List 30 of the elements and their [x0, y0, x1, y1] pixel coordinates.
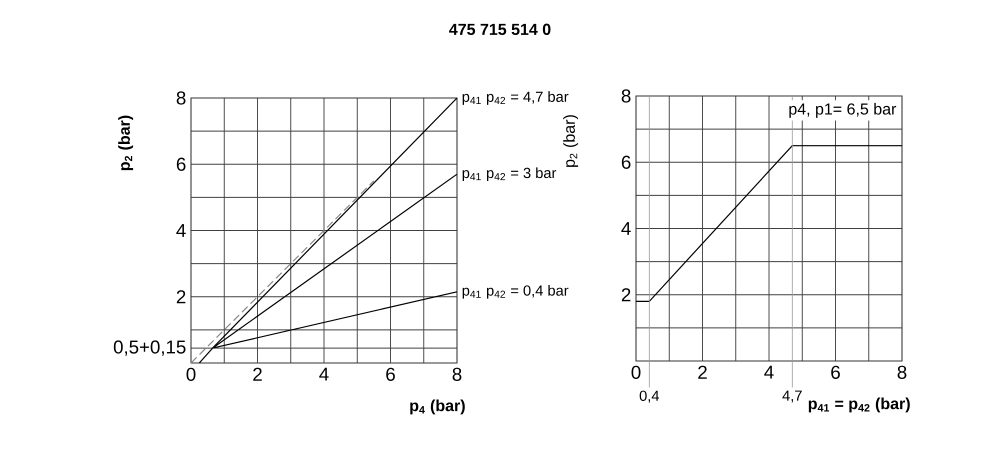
x-axis-title: p$_{4}$ (bar): [410, 400, 465, 414]
x-tick-label: 0: [632, 366, 640, 379]
y-tick-label: 4: [621, 222, 631, 235]
x-tick-label: 8: [898, 366, 906, 379]
y-tick-label: 8: [622, 89, 630, 103]
y-tick-label: 8: [176, 91, 186, 105]
y-axis-title: p$_{2}$ (bar): [563, 115, 578, 167]
ref-line-label: 4,7: [782, 390, 802, 403]
x-axis-title: p$_{41}$ = p$_{42}$ (bar): [808, 398, 910, 412]
ref-line-label: 0,4: [640, 390, 660, 403]
x-tick-label: 4: [764, 366, 774, 379]
y-tick-label: 2: [622, 288, 630, 302]
x-tick-label: 6: [831, 366, 840, 379]
x-tick-label: 6: [386, 368, 395, 381]
annotation: p4, p1= 6,5 bar: [789, 102, 896, 118]
y-axis-title: p$_{2}$ (bar): [118, 116, 134, 170]
text: 475 715 514 0: [449, 24, 550, 35]
series-label: p$_{41}$ p$_{42}$ = 4,7 bar: [462, 91, 568, 105]
series-label: p$_{41}$ p$_{42}$ = 0,4 bar: [462, 284, 568, 299]
x-tick-label: 4: [319, 368, 329, 381]
y-tick-label: 6: [176, 158, 186, 171]
x-tick-label: 2: [698, 366, 707, 379]
y-tick-label: 2: [176, 290, 186, 304]
y-tick-label: 4: [176, 224, 186, 237]
y-tick-label: 0,5+0,15: [114, 340, 186, 356]
y-tick-label: 6: [622, 156, 630, 169]
series-label: p$_{41}$ p$_{42}$ = 3 bar: [462, 167, 556, 182]
x-tick-label: 8: [452, 368, 462, 381]
x-tick-label: 0: [186, 368, 196, 381]
x-tick-label: 2: [253, 368, 262, 381]
